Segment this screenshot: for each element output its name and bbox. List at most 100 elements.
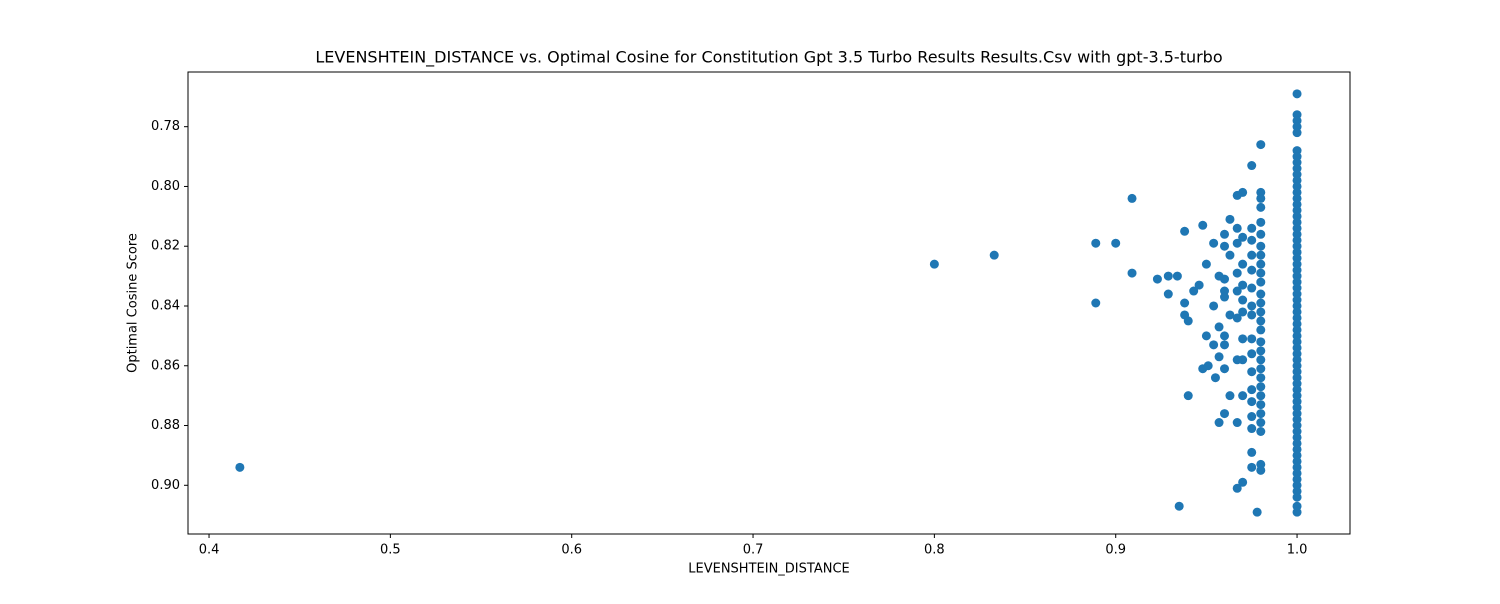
point (1256, 373, 1266, 383)
point (1256, 289, 1266, 299)
point (1220, 340, 1230, 350)
point (1127, 193, 1137, 203)
point (1189, 286, 1199, 296)
chart-title: LEVENSHTEIN_DISTANCE vs. Optimal Cosine … (315, 48, 1222, 68)
x-tick-label: 0.7 (743, 543, 764, 558)
point (1256, 217, 1266, 227)
point (1232, 238, 1242, 248)
point (1220, 409, 1230, 419)
point (1247, 310, 1257, 320)
point (1256, 277, 1266, 287)
point (1256, 337, 1266, 347)
point (1214, 322, 1224, 332)
point (1256, 298, 1266, 308)
point (1220, 364, 1230, 374)
x-axis-label: LEVENSHTEIN_DISTANCE (688, 562, 849, 577)
point (1209, 238, 1219, 248)
y-tick-label: 0.80 (151, 179, 180, 194)
point (1180, 298, 1190, 308)
point (1238, 232, 1248, 242)
point (1247, 301, 1257, 311)
x-tick-label: 1.0 (1287, 543, 1308, 558)
point (1256, 250, 1266, 260)
y-tick-label: 0.86 (151, 358, 180, 373)
point (1256, 193, 1266, 203)
point (1232, 313, 1242, 323)
point (1214, 418, 1224, 428)
point (1252, 507, 1262, 517)
point (989, 250, 999, 260)
point (1232, 223, 1242, 233)
point (1232, 483, 1242, 493)
point (1111, 238, 1121, 248)
point (1198, 220, 1208, 230)
point (1220, 241, 1230, 251)
point (1209, 301, 1219, 311)
point (1232, 268, 1242, 278)
point (1091, 298, 1101, 308)
point (1256, 259, 1266, 269)
point (1247, 349, 1257, 359)
point (1220, 292, 1230, 302)
point (1256, 140, 1266, 150)
point (1210, 373, 1220, 383)
point (1247, 397, 1257, 407)
x-tick-label: 0.6 (561, 543, 582, 558)
point (1256, 465, 1266, 475)
point (1180, 226, 1190, 236)
point (1256, 346, 1266, 356)
point (1247, 334, 1257, 344)
plot-frame (187, 71, 1351, 535)
point (1256, 418, 1266, 428)
x-tick-label: 0.5 (380, 543, 401, 558)
point (1220, 229, 1230, 239)
point (1256, 307, 1266, 317)
y-tick-label: 0.78 (151, 119, 180, 134)
point (929, 259, 939, 269)
point (1220, 331, 1230, 341)
point (1238, 295, 1248, 305)
point (1163, 271, 1173, 281)
point (1225, 250, 1235, 260)
point (1238, 307, 1248, 317)
point (1247, 235, 1257, 245)
point (1201, 331, 1211, 341)
y-axis-label: Optimal Cosine Score (126, 233, 141, 373)
point (1256, 382, 1266, 392)
point (1256, 391, 1266, 401)
point (1232, 286, 1242, 296)
point (1256, 202, 1266, 212)
point (1247, 385, 1257, 395)
point (1201, 259, 1211, 269)
point (1247, 462, 1257, 472)
y-tick-label: 0.90 (151, 478, 180, 493)
point (1225, 391, 1235, 401)
point (1256, 364, 1266, 374)
point (1247, 367, 1257, 377)
point (1091, 238, 1101, 248)
point (1194, 280, 1204, 290)
point (1256, 316, 1266, 326)
point (1163, 289, 1173, 299)
point (1256, 409, 1266, 419)
point (1152, 274, 1162, 284)
point (1247, 424, 1257, 434)
point (1238, 477, 1248, 487)
point (1256, 229, 1266, 239)
point (1256, 426, 1266, 436)
y-tick-label: 0.82 (151, 239, 180, 254)
point (1232, 355, 1242, 365)
x-tick-label: 0.9 (1105, 543, 1126, 558)
point (1256, 268, 1266, 278)
point (1256, 400, 1266, 410)
point (1292, 507, 1302, 517)
point (1238, 334, 1248, 344)
point (1238, 391, 1248, 401)
point (1247, 265, 1257, 275)
point (1292, 128, 1302, 138)
point (1238, 280, 1248, 290)
x-tick-label: 0.8 (924, 543, 945, 558)
point (1214, 352, 1224, 362)
